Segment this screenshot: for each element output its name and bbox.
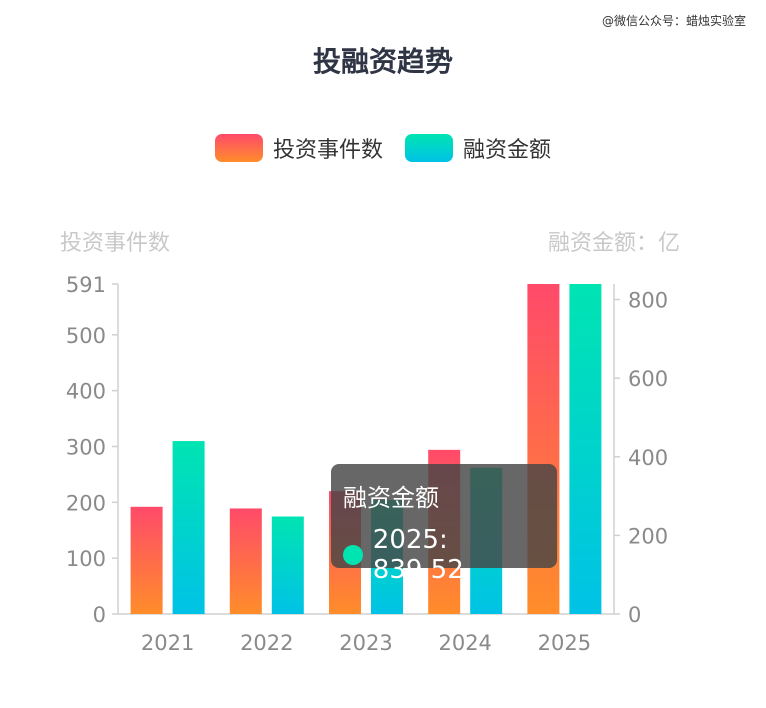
- y-left-tick-label: 400: [66, 380, 106, 404]
- bar-financing-2021: [172, 441, 205, 614]
- y-right-tick-label: 0: [628, 603, 641, 627]
- y-left-tick-label: 0: [93, 603, 106, 627]
- y-right-tick-label: 200: [628, 524, 668, 548]
- tooltip: 融资金额 2025: 839.52: [331, 464, 557, 585]
- y-right-tick-label: 600: [628, 367, 668, 391]
- tooltip-dot: [343, 545, 363, 565]
- chart-title: 投融资趋势: [312, 45, 453, 78]
- x-tick-label: 2022: [240, 631, 293, 655]
- x-tick-label: 2023: [339, 631, 392, 655]
- bar-investment-2021: [130, 506, 163, 614]
- x-tick-label: 2021: [141, 631, 194, 655]
- y-axis-left-label: 投资事件数: [60, 231, 170, 256]
- legend-label-financing: 融资金额: [463, 138, 552, 163]
- x-tick-label: 2024: [438, 631, 491, 655]
- legend-item-financing[interactable]: 融资金额: [405, 132, 551, 164]
- tooltip-value: 2025: 839.52: [372, 525, 464, 585]
- legend-label-investment: 投资事件数: [272, 138, 383, 163]
- bar-investment-2022: [229, 508, 262, 614]
- y-left-tick-label: 300: [66, 435, 106, 459]
- legend-item-investment[interactable]: 投资事件数: [214, 132, 383, 164]
- y-left-tick-label: 100: [66, 547, 106, 571]
- y-right-tick-label: 800: [628, 289, 668, 313]
- legend-swatch-financing: [405, 134, 453, 162]
- y-left-tick-label: 500: [66, 324, 106, 348]
- legend: 投资事件数 融资金额: [0, 132, 766, 164]
- y-right-tick-label: 400: [628, 446, 668, 470]
- x-tick-label: 2025: [538, 631, 591, 655]
- watermark: @微信公众号：蜡烛实验室: [601, 14, 746, 28]
- legend-swatch-investment: [214, 134, 263, 162]
- y-left-tick-label: 200: [66, 491, 106, 515]
- tooltip-title: 融资金额: [343, 484, 439, 512]
- y-left-tick-label: 591: [66, 273, 106, 297]
- bar-financing-2022: [271, 516, 304, 614]
- bar-financing-2025: [569, 284, 602, 614]
- y-axis-right-label: 融资金额：亿: [548, 231, 680, 256]
